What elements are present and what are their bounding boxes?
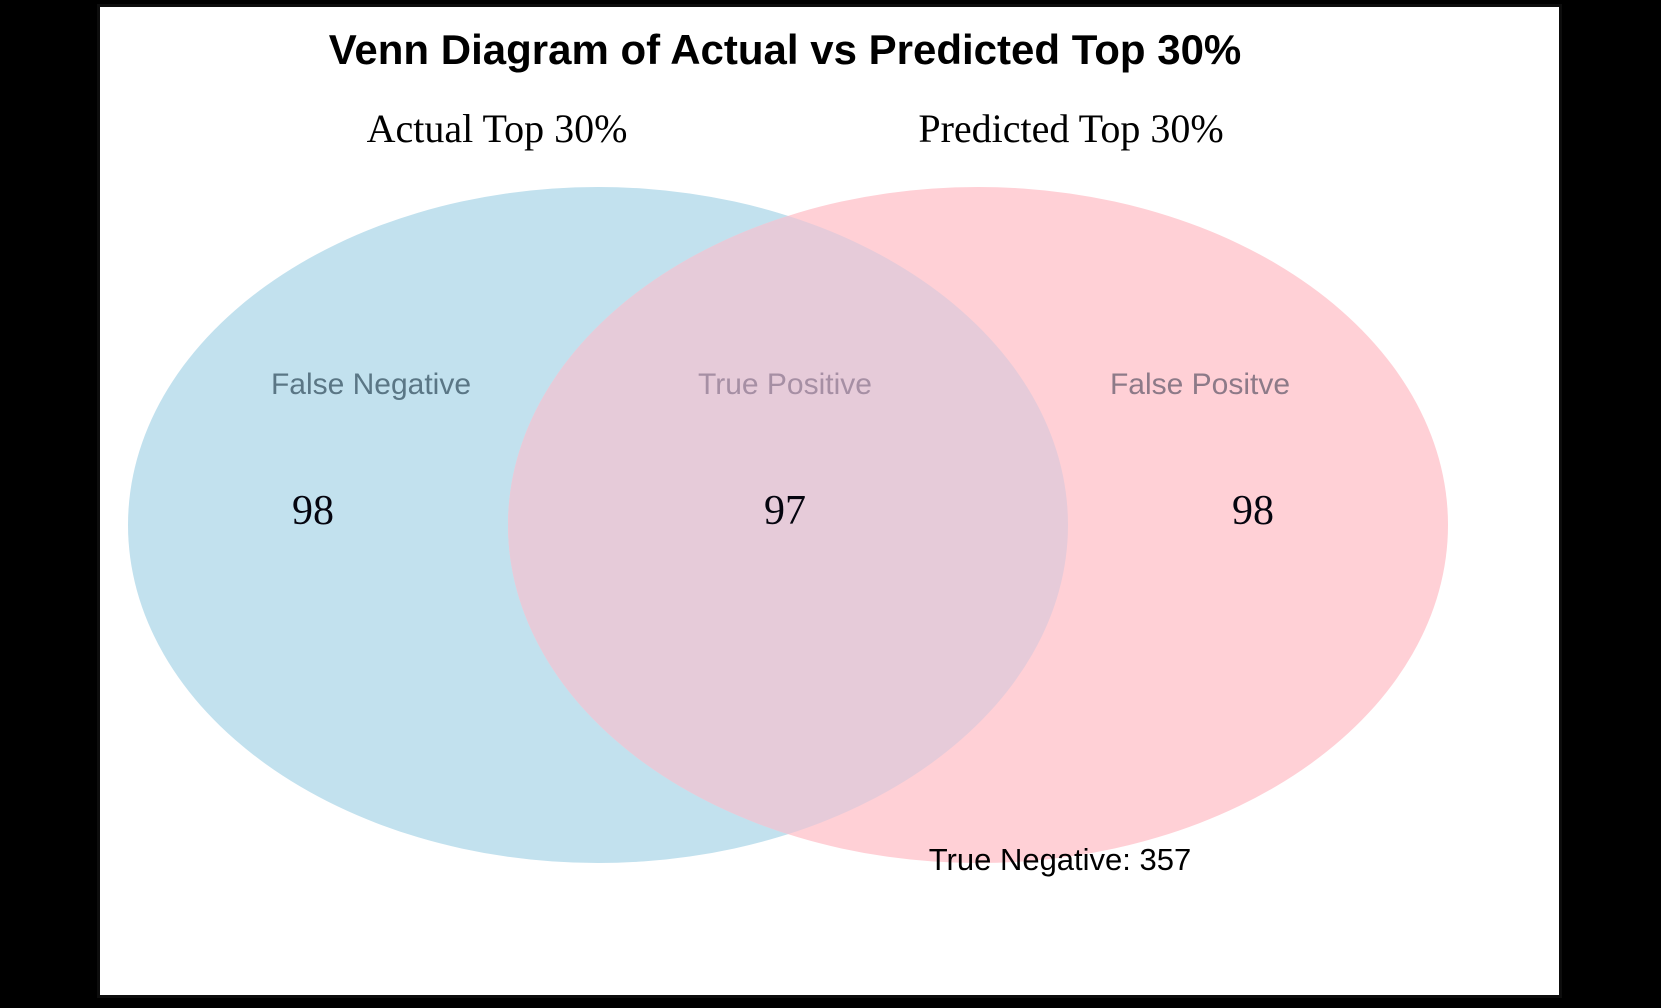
true-positive-label: True Positive [698, 368, 872, 401]
venn-figure: Venn Diagram of Actual vs Predicted Top … [128, 26, 1448, 877]
left-set-label: Actual Top 30% [367, 106, 628, 151]
chart-title: Venn Diagram of Actual vs Predicted Top … [329, 26, 1242, 73]
false-positive-value: 98 [1232, 488, 1274, 534]
false-negative-label: False Negative [271, 368, 471, 401]
figure-panel: Venn Diagram of Actual vs Predicted Top … [97, 4, 1562, 998]
right-set-label: Predicted Top 30% [918, 106, 1223, 151]
true-positive-value: 97 [764, 488, 806, 534]
true-negative-text: True Negative: 357 [929, 842, 1192, 877]
intersection-region [508, 187, 1068, 863]
false-negative-value: 98 [292, 488, 334, 534]
false-positive-label: False Positve [1110, 368, 1290, 401]
